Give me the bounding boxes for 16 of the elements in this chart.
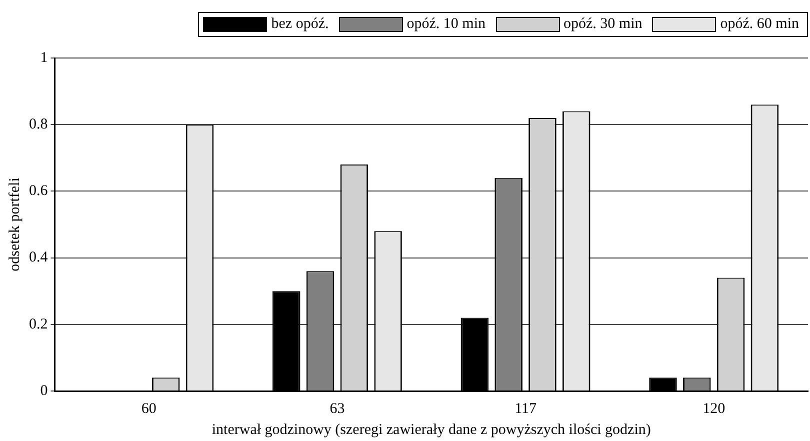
- legend-label: opóź. 30 min: [564, 16, 642, 33]
- y-tick-label: 1: [40, 50, 48, 66]
- y-tick-label: 0: [40, 382, 48, 399]
- y-tick-label: 0.8: [29, 116, 48, 133]
- legend-label: opóź. 10 min: [406, 16, 486, 33]
- y-axis-title: odsetek portfeli: [6, 178, 23, 272]
- legend-label: opóź. 60 min: [720, 16, 799, 33]
- y-tick-label: 0.6: [29, 183, 48, 200]
- x-tick-label: 60: [141, 400, 156, 417]
- y-tick-label: 0.4: [29, 250, 48, 266]
- x-tick-label: 63: [330, 400, 345, 417]
- x-tick-label: 120: [702, 400, 726, 417]
- y-tick-label: 0.2: [29, 316, 48, 332]
- x-tick-label: 117: [514, 400, 537, 417]
- legend-label: bez opóź.: [271, 16, 329, 33]
- x-axis-title: interwał godzinowy (szeregi zawierały dane z powyższych ilości godzin): [212, 422, 651, 438]
